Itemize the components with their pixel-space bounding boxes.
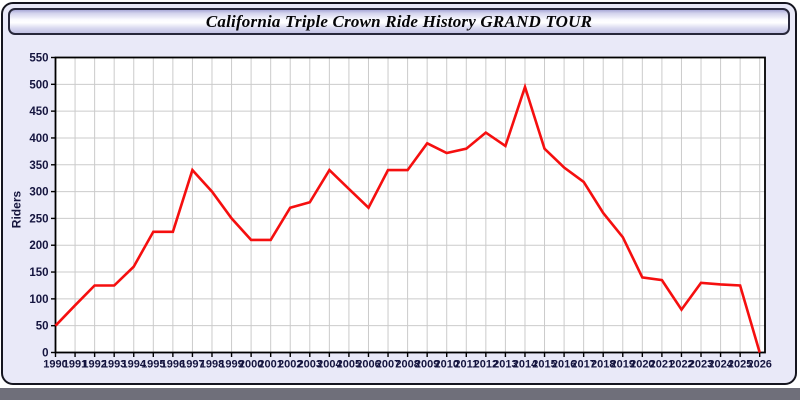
y-tick-label: 250 — [29, 213, 48, 225]
x-tick-label: 1997 — [180, 359, 204, 371]
x-tick-label: 2000 — [239, 359, 263, 371]
x-tick-label: 2021 — [650, 359, 674, 371]
x-tick-label: 2023 — [689, 359, 713, 371]
x-tick-label: 2009 — [415, 359, 439, 371]
x-tick-label: 1990 — [43, 359, 67, 371]
y-tick-label: 350 — [29, 160, 48, 172]
x-tick-label: 2010 — [434, 359, 458, 371]
plot-area — [55, 57, 765, 353]
x-tick-label: 2006 — [356, 359, 380, 371]
x-tick-label: 1993 — [102, 359, 126, 371]
x-tick-label: 2003 — [298, 359, 322, 371]
x-tick-label: 2004 — [317, 359, 342, 371]
x-tick-label: 1991 — [63, 359, 87, 371]
x-tick-label: 2002 — [278, 359, 302, 371]
y-tick-label: 400 — [29, 133, 48, 145]
x-tick-label: 1998 — [200, 359, 224, 371]
x-tick-label: 2008 — [395, 359, 419, 371]
y-tick-label: 200 — [29, 240, 48, 252]
x-tick-label: 2011 — [454, 359, 478, 371]
y-tick-label: 300 — [29, 187, 48, 199]
y-tick-label: 550 — [29, 53, 48, 65]
x-tick-label: 1992 — [82, 359, 106, 371]
x-tick-label: 2019 — [611, 359, 635, 371]
x-tick-label: 2016 — [552, 359, 576, 371]
window-bottom-edge — [0, 388, 800, 400]
x-tick-label: 1995 — [141, 359, 165, 371]
y-tick-label: 50 — [36, 321, 49, 333]
x-tick-label: 2017 — [571, 359, 595, 371]
riders-series-line — [54, 82, 761, 353]
y-tick-label: 100 — [29, 294, 48, 306]
page-title: California Triple Crown Ride History GRA… — [205, 12, 593, 31]
y-tick-label: 0 — [42, 348, 48, 360]
x-tick-label: 2022 — [669, 359, 693, 371]
x-tick-label: 2024 — [708, 359, 733, 371]
x-tick-label: 2018 — [591, 359, 615, 371]
x-tick-label: 1999 — [219, 359, 243, 371]
x-tick-label: 2013 — [493, 359, 517, 371]
x-tick-label: 2005 — [337, 359, 361, 371]
x-tick-label: 1996 — [161, 359, 185, 371]
x-tick-label: 2014 — [513, 359, 538, 371]
title-bar: California Triple Crown Ride History GRA… — [8, 8, 790, 35]
x-tick-label: 2001 — [258, 359, 282, 371]
x-tick-label: 2026 — [747, 359, 771, 371]
x-tick-label: 2020 — [630, 359, 654, 371]
x-tick-label: 2012 — [474, 359, 498, 371]
axis-box — [54, 56, 766, 354]
x-tick-label: 2015 — [532, 359, 556, 371]
y-tick-label: 500 — [29, 79, 48, 91]
x-tick-label: 2025 — [728, 359, 752, 371]
y-tick-label: 150 — [29, 267, 48, 279]
x-tick-label: 1994 — [122, 359, 147, 371]
x-tick-label: 2007 — [376, 359, 400, 371]
y-tick-label: 450 — [29, 106, 48, 118]
